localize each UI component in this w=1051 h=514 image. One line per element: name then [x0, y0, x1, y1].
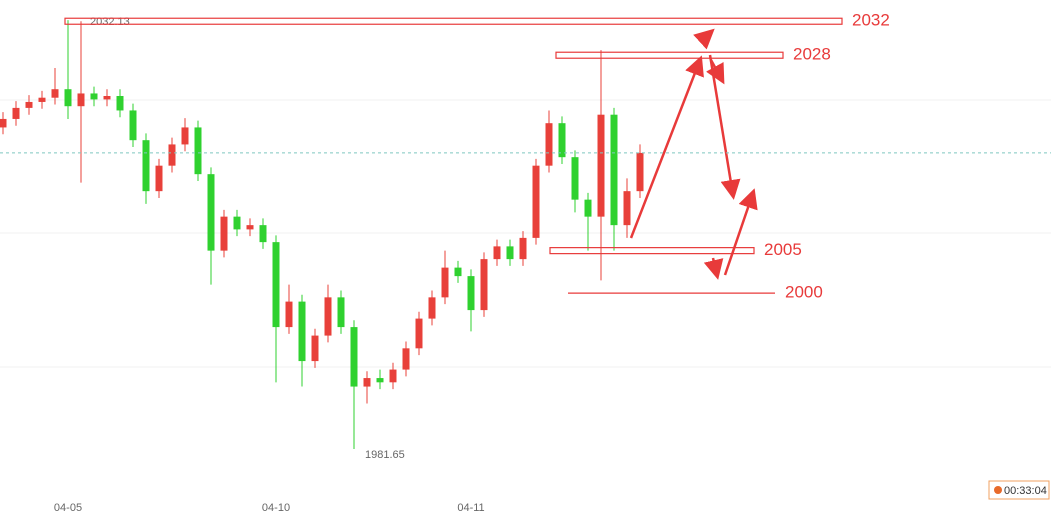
background-grid	[0, 99, 1051, 368]
candle-body	[12, 107, 20, 119]
candle-body	[350, 327, 358, 387]
candle-body	[571, 157, 579, 200]
timer: 00:33:04	[1004, 485, 1047, 497]
candle-body	[311, 335, 319, 362]
candle-body	[129, 110, 137, 141]
candle-body	[415, 318, 423, 349]
candle-body	[597, 114, 605, 217]
candle-body	[207, 174, 215, 251]
candle-body	[441, 267, 449, 298]
candle-body	[519, 237, 527, 260]
candle-body	[545, 123, 553, 166]
candle-body	[467, 276, 475, 311]
candle-body	[0, 118, 7, 128]
candle-body	[402, 348, 410, 370]
level-box	[549, 247, 755, 255]
candle-body	[389, 369, 397, 383]
candle-body	[324, 297, 332, 336]
candle-body	[623, 191, 631, 226]
level-box	[64, 17, 843, 25]
level-box	[555, 51, 784, 59]
x-tick-label: 04-11	[457, 502, 484, 514]
level-label: 2028	[793, 45, 831, 64]
candle-body	[25, 101, 33, 108]
candle-body	[428, 297, 436, 319]
candle-body	[142, 140, 150, 192]
candle-body	[38, 97, 46, 102]
candle-body	[155, 165, 163, 192]
candle-body	[454, 267, 462, 277]
candle-body	[610, 114, 618, 226]
candle-body	[636, 152, 644, 192]
candle-body	[194, 127, 202, 175]
timer-box	[988, 480, 1050, 500]
candle-body	[220, 216, 228, 251]
candle-body	[116, 96, 124, 111]
candle-body	[532, 165, 540, 238]
x-tick-label: 04-05	[54, 502, 82, 514]
candle-body	[51, 89, 59, 98]
candle-body	[558, 123, 566, 158]
candle-body	[285, 301, 293, 328]
candle-body	[246, 225, 254, 230]
candles	[0, 20, 644, 450]
candle-body	[376, 378, 384, 383]
level-label: 2005	[764, 240, 802, 259]
high-label: 2032.13	[90, 16, 130, 28]
x-tick-label: 04-10	[262, 502, 290, 514]
level-label: 2032	[852, 11, 890, 30]
level-label: 2000	[785, 283, 823, 302]
candle-body	[584, 199, 592, 217]
candle-body	[259, 225, 267, 243]
arrows	[629, 28, 758, 280]
candle-body	[233, 216, 241, 230]
candle-body	[181, 127, 189, 145]
candle-body	[77, 93, 85, 107]
timer-icon	[994, 486, 1002, 494]
overlay: 04-05 04-10 04-11 2032.13 1981.65 2032 2028 200…	[0, 11, 1051, 514]
candle-body	[493, 246, 501, 260]
candle-body	[337, 297, 345, 328]
candle-body	[480, 259, 488, 311]
candle-body	[363, 378, 371, 387]
candle-body	[90, 93, 98, 100]
candle-body	[272, 242, 280, 328]
candle-body	[168, 144, 176, 166]
low-label: 1981.65	[365, 449, 405, 461]
candle-body	[64, 89, 72, 107]
candle-body	[103, 96, 111, 100]
candle-body	[506, 246, 514, 260]
candle-body	[298, 301, 306, 362]
